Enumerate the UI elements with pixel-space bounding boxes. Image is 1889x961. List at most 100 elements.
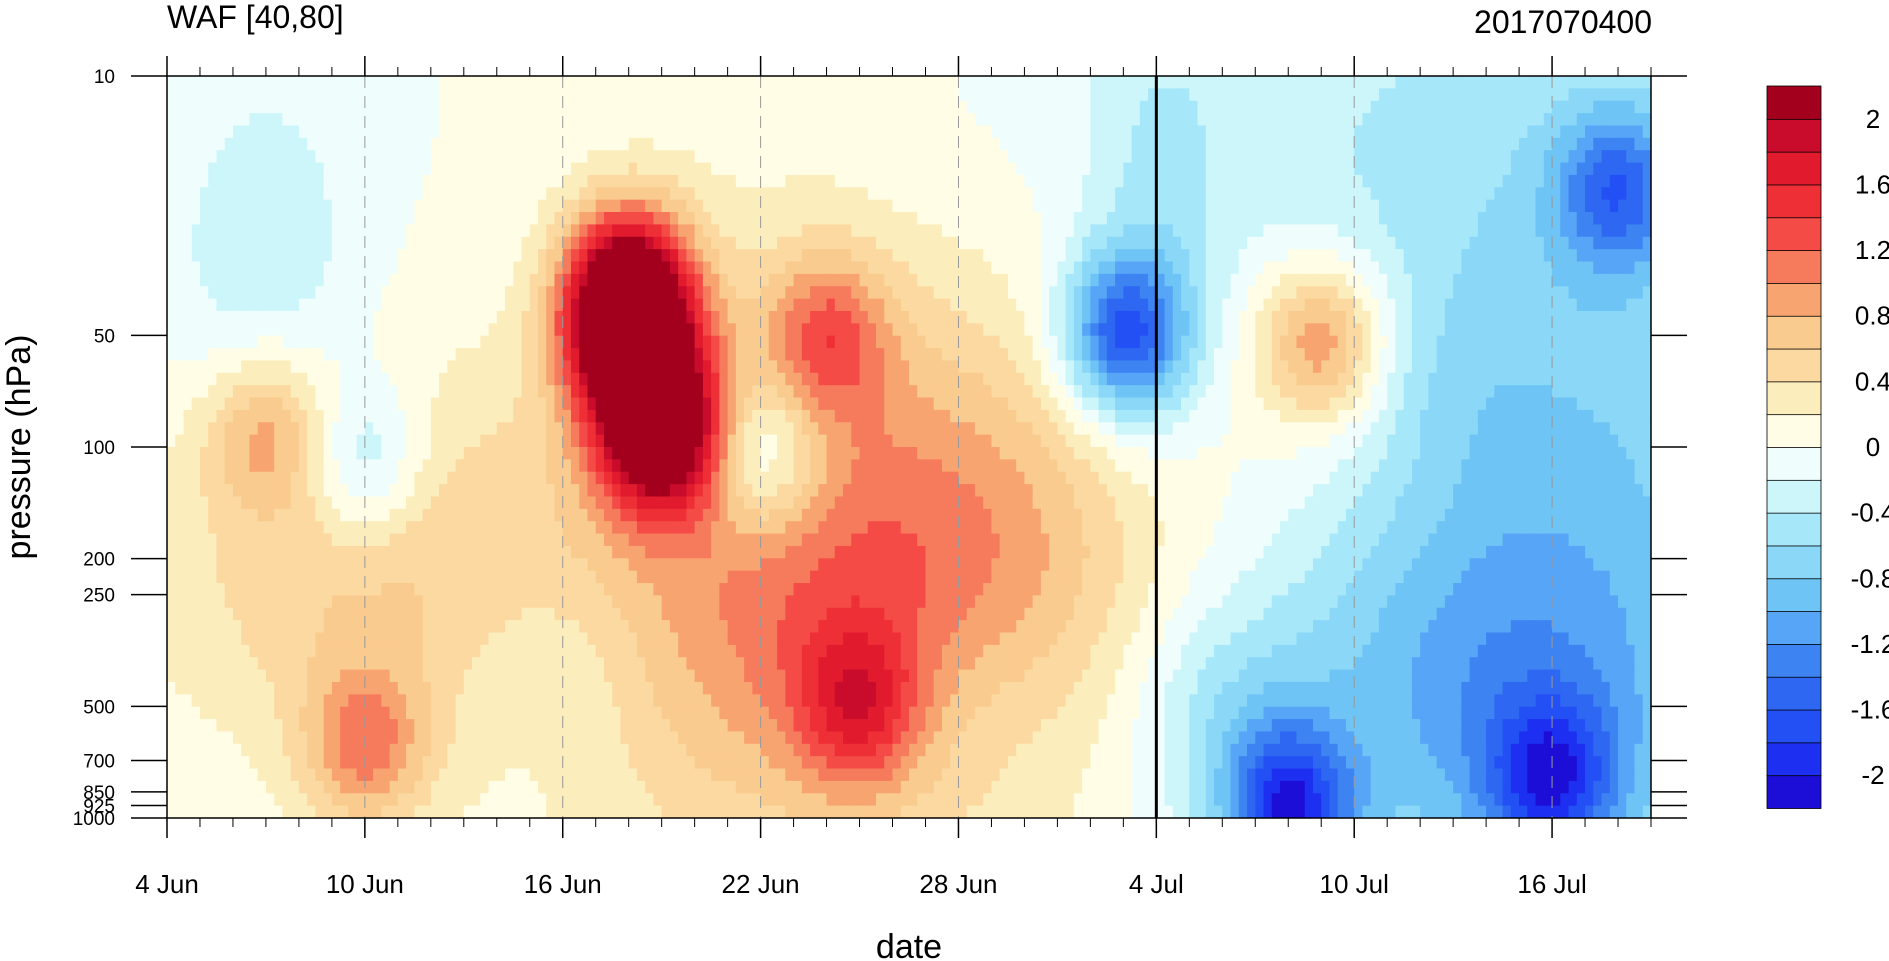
field-cell [595, 385, 605, 399]
field-cell [389, 199, 399, 213]
field-cell [777, 310, 786, 324]
field-cell [686, 249, 696, 263]
field-cell [843, 570, 852, 584]
field-cell [587, 447, 597, 460]
field-cell [232, 236, 242, 250]
field-cell [777, 607, 786, 621]
field-cell [232, 743, 242, 757]
field-cell [307, 607, 316, 621]
field-cell [735, 422, 745, 436]
field-cell [249, 150, 259, 164]
field-cell [529, 137, 539, 151]
field-cell [167, 409, 176, 423]
field-cell [752, 150, 762, 164]
field-cell [232, 669, 242, 683]
field-cell [463, 558, 473, 572]
field-cell [282, 583, 292, 596]
field-cell [843, 545, 852, 559]
field-cell [579, 805, 589, 818]
field-cell [538, 434, 547, 448]
field-cell [463, 669, 473, 683]
field-cell [241, 100, 251, 114]
field-cell [274, 521, 284, 535]
field-cell [241, 113, 251, 127]
field-cell [628, 780, 638, 794]
field-cell [472, 397, 481, 411]
field-cell [546, 669, 556, 683]
field-cell [167, 224, 176, 238]
field-cell [496, 212, 506, 225]
field-cell [323, 434, 333, 448]
field-cell [241, 620, 251, 634]
field-cell [199, 756, 209, 770]
field-cell [768, 113, 778, 127]
field-cell [785, 150, 795, 164]
field-cell [529, 409, 539, 423]
field-cell [810, 249, 819, 263]
field-cell [199, 459, 209, 473]
field-cell [315, 558, 325, 572]
field-cell [826, 545, 836, 559]
field-cell [472, 508, 481, 522]
field-cell [587, 261, 597, 275]
field-cell [521, 607, 531, 621]
field-cell [694, 348, 704, 362]
field-cell [447, 261, 457, 275]
field-cell [290, 434, 300, 448]
field-cell [439, 286, 448, 300]
field-cell [562, 323, 572, 337]
field-cell [628, 76, 638, 89]
field-cell [554, 335, 564, 349]
field-cell [579, 212, 589, 225]
field-cell [711, 607, 720, 621]
field-cell [472, 595, 481, 609]
field-cell [290, 249, 300, 263]
field-cell [694, 236, 704, 250]
field-cell [843, 137, 852, 151]
field-cell [480, 372, 490, 386]
field-cell [595, 694, 605, 708]
field-cell [735, 447, 745, 460]
field-cell [546, 187, 556, 201]
field-cell [661, 310, 671, 324]
field-cell [232, 644, 242, 658]
field-cell [430, 743, 440, 757]
field-cell [175, 397, 185, 411]
field-cell [603, 719, 613, 733]
field-cell [628, 348, 638, 362]
field-cell [735, 521, 745, 535]
field-cell [661, 298, 671, 312]
field-cell [711, 76, 720, 89]
field-cell [257, 397, 267, 411]
field-cell [199, 644, 209, 658]
field-cell [447, 447, 457, 460]
field-cell [232, 397, 242, 411]
field-cell [735, 558, 745, 572]
field-cell [793, 162, 803, 176]
field-cell [241, 583, 251, 596]
field-cell [381, 113, 391, 127]
field-cell [538, 323, 547, 337]
field-cell [257, 298, 267, 312]
field-cell [331, 409, 341, 423]
field-cell [331, 694, 341, 708]
field-cell [439, 756, 448, 770]
field-cell [463, 199, 473, 213]
field-cell [529, 199, 539, 213]
field-cell [340, 558, 349, 572]
field-cell [538, 224, 547, 238]
field-cell [265, 100, 275, 114]
field-cell [843, 310, 852, 324]
field-cell [348, 310, 358, 324]
field-cell [628, 545, 638, 559]
field-cell [265, 397, 275, 411]
field-cell [702, 508, 712, 522]
field-cell [612, 422, 622, 436]
field-cell [447, 805, 457, 818]
field-cell [199, 162, 209, 176]
field-cell [826, 570, 836, 584]
field-cell [257, 348, 267, 362]
field-cell [463, 459, 473, 473]
field-cell [307, 162, 316, 176]
field-cell [546, 385, 556, 399]
